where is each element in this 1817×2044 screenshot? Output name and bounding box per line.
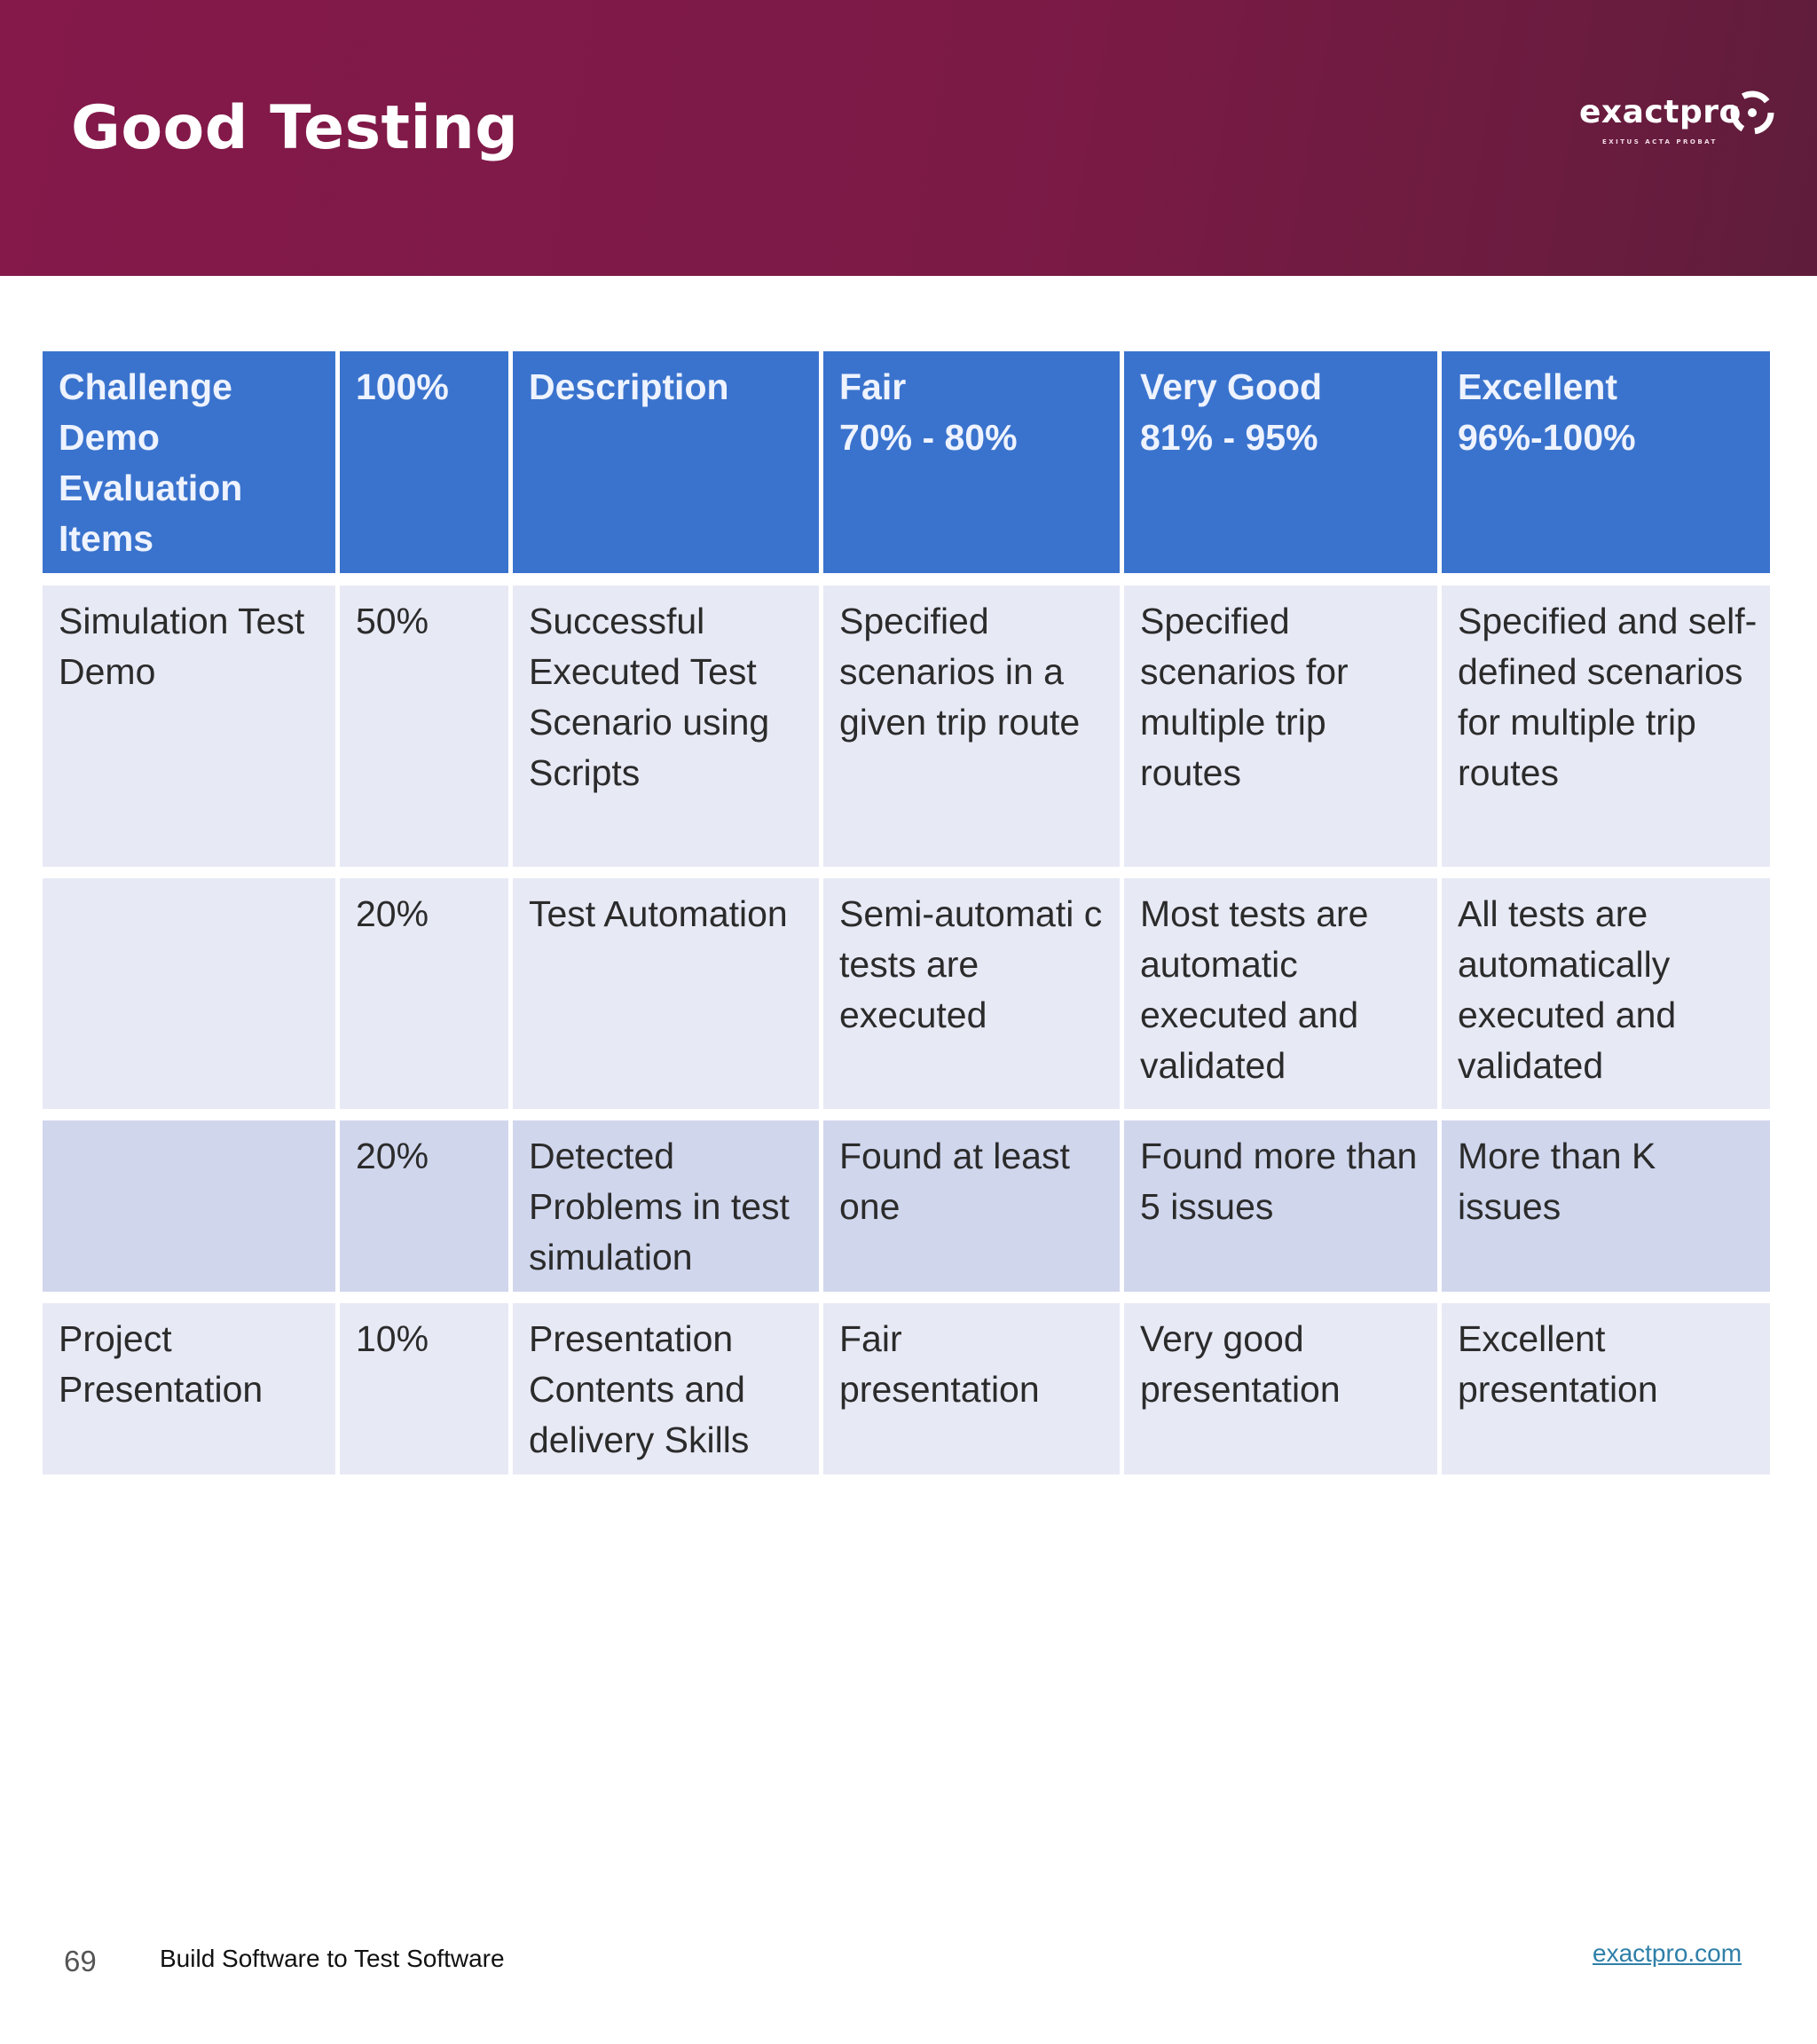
header-excellent: Excellent 96%-100% [1442, 351, 1770, 586]
cell-excellent: All tests are automatically executed and… [1442, 878, 1770, 1120]
header-very-good: Very Good 81% - 95% [1124, 351, 1437, 586]
slide-title: Good Testing [71, 93, 519, 163]
cell-fair: Specified scenarios in a given trip rout… [823, 586, 1120, 878]
cell-description: Presentation Contents and delivery Skill… [513, 1303, 819, 1486]
cell-description: Test Automation [513, 878, 819, 1120]
footer-title: Build Software to Test Software [160, 1945, 505, 1972]
cell-item: Project Presentation [43, 1303, 335, 1486]
cell-item [43, 1120, 335, 1303]
exactpro-logo[interactable]: exactpro EXITUS ACTA PROBAT [1579, 89, 1779, 151]
page-number: 69 [64, 1945, 97, 1977]
table-row: Simulation Test Demo 50% Successful Exec… [43, 586, 1770, 878]
evaluation-table: Challenge Demo Evaluation Items 100% Des… [38, 351, 1774, 1486]
cell-description: Successful Executed Test Scenario using … [513, 586, 819, 878]
cell-fair: Semi-automati c tests are executed [823, 878, 1120, 1120]
cell-fair: Found at least one [823, 1120, 1120, 1303]
logo-tagline: EXITUS ACTA PROBAT [1602, 138, 1718, 145]
cell-item [43, 878, 335, 1120]
cell-excellent: Excellent presentation [1442, 1303, 1770, 1486]
table-row: Project Presentation 10% Presentation Co… [43, 1303, 1770, 1486]
cell-item: Simulation Test Demo [43, 586, 335, 878]
cell-very-good: Found more than 5 issues [1124, 1120, 1437, 1303]
header-weight: 100% [340, 351, 508, 586]
exactpro-logo-icon [1730, 90, 1774, 135]
table-row: 20% Detected Problems in test simulation… [43, 1120, 1770, 1303]
cell-very-good: Specified scenarios for multiple trip ro… [1124, 586, 1437, 878]
header-evaluation-items: Challenge Demo Evaluation Items [43, 351, 335, 586]
header-description: Description [513, 351, 819, 586]
logo-wordmark: exactpro [1579, 94, 1742, 130]
cell-weight: 10% [340, 1303, 508, 1486]
cell-very-good: Very good presentation [1124, 1303, 1437, 1486]
table-header-row: Challenge Demo Evaluation Items 100% Des… [43, 351, 1770, 586]
cell-excellent: More than K issues [1442, 1120, 1770, 1303]
cell-excellent: Specified and self-defined scenarios for… [1442, 586, 1770, 878]
cell-fair: Fair presentation [823, 1303, 1120, 1486]
cell-weight: 50% [340, 586, 508, 878]
exactpro-website-link[interactable]: exactpro.com [1593, 1939, 1742, 1967]
cell-very-good: Most tests are automatic executed and va… [1124, 878, 1437, 1120]
cell-description: Detected Problems in test simulation [513, 1120, 819, 1303]
table-row: 20% Test Automation Semi-automati c test… [43, 878, 1770, 1120]
cell-weight: 20% [340, 878, 508, 1120]
title-banner [0, 0, 1817, 276]
header-fair: Fair 70% - 80% [823, 351, 1120, 586]
cell-weight: 20% [340, 1120, 508, 1303]
